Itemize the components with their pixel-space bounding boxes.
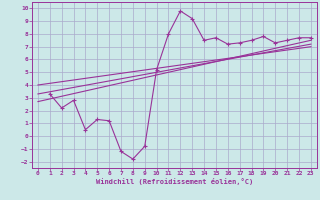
X-axis label: Windchill (Refroidissement éolien,°C): Windchill (Refroidissement éolien,°C): [96, 178, 253, 185]
